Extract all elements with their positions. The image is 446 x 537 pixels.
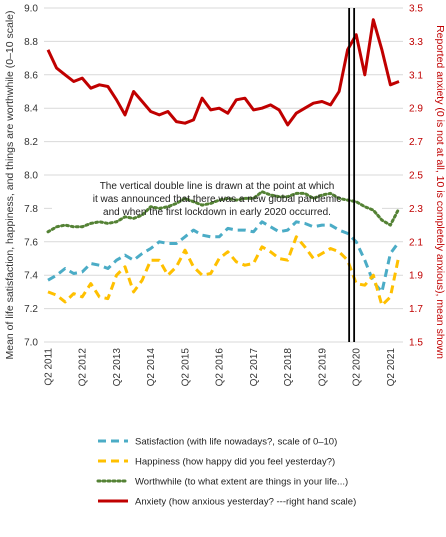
x-tick-label: Q2 2012 <box>78 348 89 387</box>
right-tick-label: 2.1 <box>409 237 423 248</box>
left-tick-label: 7.4 <box>24 271 38 282</box>
series-line <box>46 18 400 127</box>
right-tick-label: 1.7 <box>409 304 423 315</box>
x-tick-label: Q2 2015 <box>180 348 191 387</box>
x-axis-ticks: Q2 2011 Q2 2012 Q2 2013 Q2 2014 Q2 2015 Q2 20… <box>44 348 397 387</box>
left-tick-label: 7.0 <box>24 338 38 349</box>
right-tick-label: 2.5 <box>409 171 423 182</box>
right-tick-label: 3.5 <box>409 4 423 15</box>
x-tick-label: Q2 2013 <box>112 348 123 387</box>
right-tick-label: 2.7 <box>409 137 423 148</box>
right-tick-label: 2.9 <box>409 104 423 115</box>
annotation-background <box>52 176 382 222</box>
right-tick-label: 2.3 <box>409 204 423 215</box>
x-tick-label: Q2 2018 <box>283 348 294 387</box>
left-tick-label: 8.6 <box>24 70 38 81</box>
series-lines <box>46 18 401 307</box>
left-tick-label: 7.8 <box>24 204 38 215</box>
legend-label: Satisfaction (with life nowadays?, scale… <box>135 437 337 448</box>
left-axis-ticks: 7.0 7.2 7.4 7.6 7.8 8.0 8.2 8.4 8.6 8.8 9.0 <box>24 4 38 349</box>
x-tick-label: Q2 2017 <box>249 348 260 387</box>
x-tick-label: Q2 2011 <box>44 348 55 386</box>
event-marker-double-line <box>348 8 356 342</box>
left-tick-label: 8.2 <box>24 137 38 148</box>
left-tick-label: 8.8 <box>24 37 38 48</box>
right-tick-label: 3.3 <box>409 37 423 48</box>
legend-label: Worthwhile (to what extent are things in… <box>135 477 348 488</box>
series-line <box>47 235 401 307</box>
right-tick-label: 3.1 <box>409 70 423 81</box>
legend-label: Anxiety (how anxious yesterday? ---right… <box>135 497 356 508</box>
right-axis-ticks: 1.5 1.7 1.9 2.1 2.3 2.5 2.7 2.9 3.1 3.3 3.5 <box>409 4 423 349</box>
right-tick-label: 1.9 <box>409 271 423 282</box>
annotation-text: The vertical double line is drawn at the… <box>93 181 342 218</box>
legend-label: Happiness (how happy did you feel yester… <box>135 457 335 468</box>
x-tick-label: Q2 2021 <box>386 348 397 387</box>
series-line <box>46 190 401 234</box>
x-tick-label: Q2 2016 <box>215 348 226 387</box>
right-axis-label: Reported anxiety (0 is not at all, 10 is… <box>434 25 446 359</box>
x-tick-label: Q2 2019 <box>317 348 328 387</box>
left-axis-label: Mean of life satisfaction, happiness, an… <box>4 10 16 359</box>
left-tick-label: 9.0 <box>24 4 38 15</box>
series-line <box>47 220 401 294</box>
legend: Satisfaction (with life nowadays?, scale… <box>96 437 356 508</box>
x-tick-label: Q2 2014 <box>146 348 157 387</box>
left-tick-label: 7.2 <box>24 304 38 315</box>
left-tick-label: 8.0 <box>24 171 38 182</box>
left-tick-label: 7.6 <box>24 237 38 248</box>
left-tick-label: 8.4 <box>24 104 38 115</box>
right-tick-label: 1.5 <box>409 338 423 349</box>
x-tick-label: Q2 2020 <box>352 348 363 387</box>
